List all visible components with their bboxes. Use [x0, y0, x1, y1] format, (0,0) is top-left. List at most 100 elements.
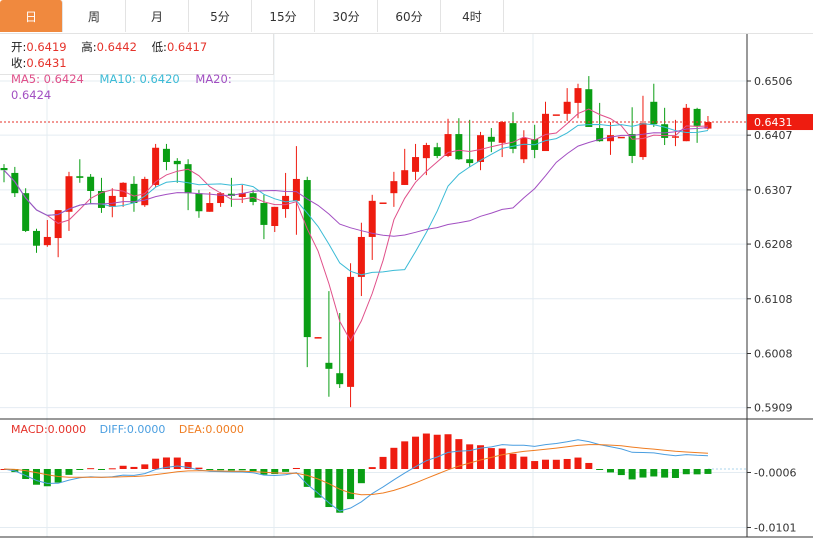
- candle-body: [141, 178, 149, 206]
- open-value: 0.6419: [26, 40, 67, 54]
- current-price-label: 0.6431: [754, 116, 793, 129]
- macd-legend: MACD:0.0000 DIFF:0.0000 DEA:0.0000: [11, 423, 254, 436]
- macd-bar: [639, 469, 647, 478]
- ma20-line: [3, 127, 709, 237]
- macd-bar: [195, 467, 203, 469]
- candle-body: [195, 193, 203, 212]
- ma10-line: [3, 123, 709, 276]
- close-value: 0.6431: [26, 56, 67, 70]
- candle-body: [401, 170, 409, 185]
- candle-body: [466, 159, 474, 164]
- macd-bar: [671, 469, 679, 478]
- candle: [282, 172, 290, 218]
- candle: [606, 122, 614, 155]
- candle-body: [661, 124, 669, 138]
- axis-tick-label: 0.6506: [754, 75, 793, 88]
- candle-body: [596, 128, 604, 142]
- candle: [552, 114, 560, 116]
- candle: [390, 171, 398, 207]
- ma10-value: MA10: 0.6420: [99, 72, 180, 86]
- tab-15min[interactable]: 15分: [252, 0, 315, 32]
- candle-body: [433, 147, 441, 156]
- candle: [173, 158, 181, 183]
- ma20-value: MA20: 0.6424: [11, 72, 232, 102]
- candle-body: [303, 180, 311, 338]
- macd-bar: [54, 469, 62, 483]
- macd-bar: [108, 468, 116, 470]
- candle-body: [639, 123, 647, 158]
- candle-body: [217, 193, 225, 204]
- high-value: 0.6442: [96, 40, 137, 54]
- macd-bar: [217, 469, 225, 471]
- candle: [119, 182, 127, 207]
- tab-60min[interactable]: 60分: [378, 0, 441, 32]
- candle: [357, 222, 365, 297]
- candle: [152, 143, 160, 188]
- candle: [422, 142, 430, 176]
- macd-bar: [563, 458, 571, 469]
- candle: [639, 95, 647, 160]
- candle: [65, 171, 73, 231]
- candle-body: [379, 202, 387, 204]
- macd-panel: [0, 433, 747, 513]
- tab-month[interactable]: 月: [126, 0, 189, 32]
- candle: [314, 337, 322, 339]
- candle-body: [162, 148, 170, 162]
- candle: [671, 119, 679, 147]
- candle-body: [22, 193, 30, 231]
- candle-body: [368, 200, 376, 237]
- tab-5min[interactable]: 5分: [189, 0, 252, 32]
- candle: [520, 130, 528, 164]
- macd-bar: [585, 462, 593, 469]
- candle: [325, 291, 333, 397]
- candle-body: [693, 108, 701, 126]
- macd-axis-label: -0.0101: [754, 521, 796, 534]
- candle-body: [347, 276, 355, 387]
- macd-bar: [184, 462, 192, 469]
- candle-body: [650, 101, 658, 125]
- macd-bar: [368, 467, 376, 469]
- macd-bar: [650, 469, 658, 477]
- candle-body: [552, 114, 560, 116]
- candle: [650, 83, 658, 127]
- candle-body: [206, 203, 214, 212]
- candle: [0, 164, 8, 183]
- macd-bar: [22, 469, 30, 479]
- candle-body: [119, 182, 127, 198]
- candle-body: [97, 190, 105, 208]
- macd-bar: [119, 465, 127, 469]
- macd-bar: [379, 456, 387, 469]
- candle-body: [704, 122, 712, 129]
- ma5-value: MA5: 0.6424: [11, 72, 84, 86]
- candle: [32, 228, 40, 253]
- tab-week[interactable]: 周: [63, 0, 126, 32]
- macd-bar: [433, 434, 441, 469]
- candle: [87, 174, 95, 205]
- candle: [206, 192, 214, 212]
- tab-4hour[interactable]: 4时: [441, 0, 504, 32]
- macd-bar: [574, 457, 582, 469]
- macd-bar: [76, 469, 84, 470]
- candle: [401, 148, 409, 185]
- candle: [693, 107, 701, 143]
- candle: [76, 159, 84, 183]
- macd-bar: [336, 469, 344, 513]
- candle-body: [11, 172, 19, 194]
- price-axis: 0.6506 0.6407 0.6307 0.6208 0.6108 0.6008 0.59…: [0, 34, 813, 538]
- candle-body: [271, 206, 279, 227]
- candle: [347, 263, 355, 408]
- macd-bar: [487, 448, 495, 469]
- candle-body: [108, 195, 116, 207]
- tab-day[interactable]: 日: [0, 0, 63, 32]
- tab-30min[interactable]: 30分: [315, 0, 378, 32]
- candle: [141, 176, 149, 207]
- macd-bar: [509, 453, 517, 469]
- axis-tick-label: 0.5909: [754, 402, 793, 415]
- macd-bar: [130, 466, 138, 469]
- open-label: 开:: [11, 40, 27, 54]
- candle-body: [574, 88, 582, 103]
- macd-bar: [303, 469, 311, 487]
- axis-tick-label: 0.6108: [754, 293, 793, 306]
